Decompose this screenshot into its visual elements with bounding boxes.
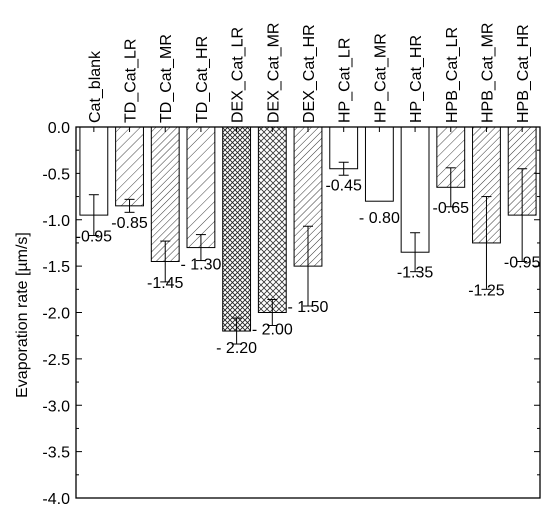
value-labels: -0.95-0.85-1.45- 1.30- 2.20- 2.00- 1.50-… bbox=[76, 178, 541, 357]
data-label: - 1.30 bbox=[180, 257, 221, 274]
category-label: HP_Cat_HR bbox=[408, 35, 425, 123]
category-label: HPB_Cat_MR bbox=[479, 23, 496, 123]
bar bbox=[257, 126, 287, 313]
data-label: -1.25 bbox=[468, 282, 505, 299]
y-tick-label: -3.5 bbox=[42, 445, 70, 462]
category-label: DEX_Cat_MR bbox=[265, 23, 282, 123]
y-axis-label: Evaporation rate [µm/s] bbox=[14, 232, 31, 398]
y-tick-label: -3.0 bbox=[42, 398, 70, 415]
data-label: - 2.20 bbox=[216, 340, 257, 357]
y-tick-label: -2.5 bbox=[42, 352, 70, 369]
category-labels: Cat_blank TD_Cat_LR TD_Cat_MR TD_Cat_HR DEX_… bbox=[87, 23, 532, 132]
y-tick-label: -2.0 bbox=[42, 306, 70, 323]
bar bbox=[150, 126, 180, 262]
bar bbox=[364, 126, 394, 202]
data-label: - 0.80 bbox=[359, 210, 400, 227]
category-label: Cat_blank bbox=[87, 50, 104, 123]
category-label: DEX_Cat_HR bbox=[301, 24, 318, 123]
bar bbox=[186, 126, 216, 249]
y-tick-label: -1.5 bbox=[42, 259, 70, 276]
data-label: -0.45 bbox=[325, 178, 362, 195]
y-tick-label: 0.0 bbox=[48, 120, 70, 137]
data-label: -0.95 bbox=[76, 229, 113, 246]
category-label: HP_Cat_LR bbox=[337, 38, 354, 123]
category-label: TD_Cat_MR bbox=[158, 34, 175, 123]
data-label: -0.95 bbox=[504, 254, 541, 271]
bar bbox=[222, 126, 252, 332]
plot-frame bbox=[75, 126, 541, 499]
data-label: -0.85 bbox=[111, 215, 148, 232]
category-label: DEX_Cat_LR bbox=[230, 27, 247, 123]
y-tick-label: -0.5 bbox=[42, 166, 70, 183]
category-label: HPB_Cat_LR bbox=[444, 27, 461, 123]
data-label: -0.65 bbox=[433, 200, 470, 217]
category-label: TD_Cat_HR bbox=[194, 36, 211, 123]
y-axis-ticks: 0.0 -0.5 -1.0 -1.5 -2.0 -2.5 -3.0 -3.5 -4.0 bbox=[42, 120, 540, 508]
data-label: -1.35 bbox=[397, 265, 434, 282]
y-tick-label: -4.0 bbox=[42, 491, 70, 508]
data-label: -1.45 bbox=[147, 275, 184, 292]
bar bbox=[115, 126, 144, 207]
category-label: HPB_Cat_HR bbox=[515, 24, 532, 123]
category-label: TD_Cat_LR bbox=[123, 39, 140, 123]
data-label: - 1.50 bbox=[288, 299, 329, 316]
data-label: - 2.00 bbox=[252, 322, 293, 339]
category-label: HP_Cat_MR bbox=[372, 33, 389, 123]
error-bars bbox=[88, 161, 528, 345]
y-tick-label: -1.0 bbox=[42, 213, 70, 230]
